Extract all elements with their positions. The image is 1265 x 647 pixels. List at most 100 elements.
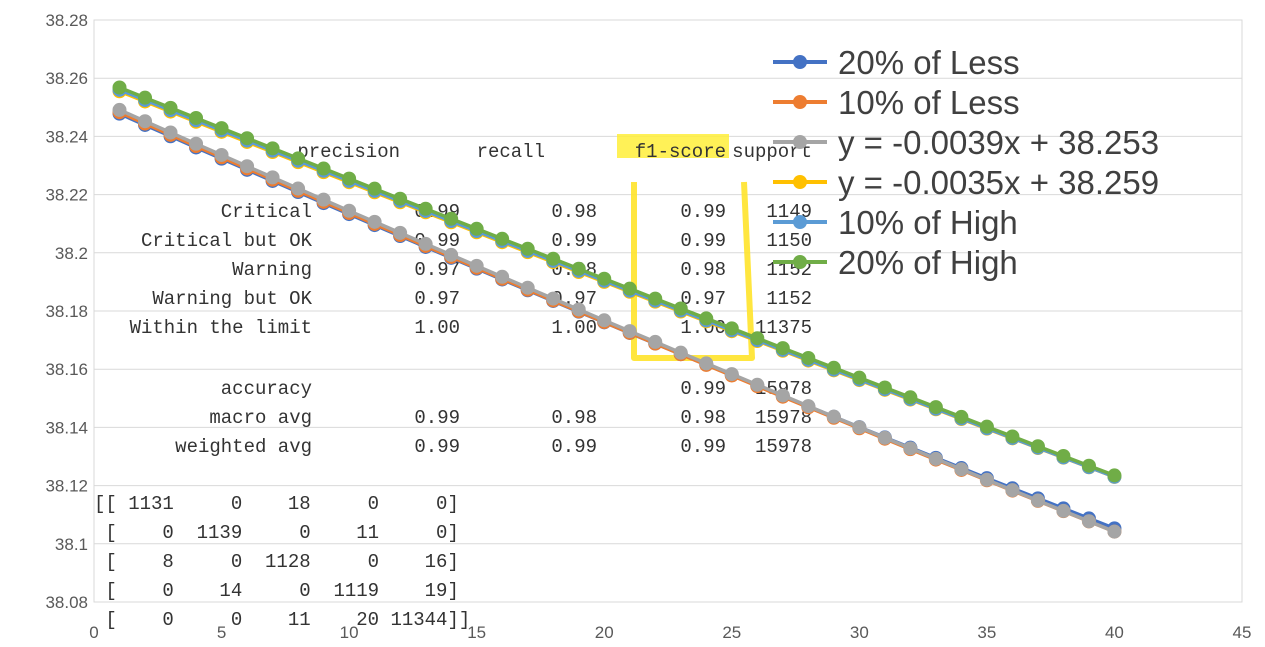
data-point — [929, 452, 942, 465]
y-tick-label: 38.22 — [45, 186, 88, 205]
report-cell: 0.98 — [551, 201, 597, 223]
legend-marker — [793, 55, 807, 69]
report-row-label: Critical but OK — [141, 230, 313, 252]
report-cell: 0.99 — [551, 436, 597, 458]
data-point — [725, 368, 738, 381]
data-point — [572, 262, 585, 275]
data-point — [164, 126, 177, 139]
report-row-label: Warning — [232, 259, 312, 281]
data-point — [470, 222, 483, 235]
x-tick-label: 10 — [340, 623, 359, 642]
data-point — [878, 381, 891, 394]
data-point — [547, 252, 560, 265]
data-point — [241, 132, 254, 145]
y-tick-label: 38.18 — [45, 302, 88, 321]
data-point — [343, 204, 356, 217]
data-point — [470, 259, 483, 272]
report-cell: 0.99 — [551, 230, 597, 252]
report-cell: 0.99 — [680, 230, 726, 252]
data-point — [623, 325, 636, 338]
confusion-matrix-row: [ 0 0 11 20 11344]] — [94, 609, 470, 631]
legend: 20% of Less10% of Lessy = -0.0039x + 38.… — [773, 44, 1159, 281]
data-point — [113, 103, 126, 116]
confusion-matrix-row: [ 0 1139 0 11 0] — [94, 522, 459, 544]
y-tick-label: 38.24 — [45, 127, 88, 146]
data-point — [725, 322, 738, 335]
data-point — [496, 270, 509, 283]
data-point — [1082, 459, 1095, 472]
classification-report-overlay: precision recall f1-score support Critical 0.… — [94, 134, 812, 631]
data-point — [1031, 440, 1044, 453]
report-cell: 1152 — [766, 288, 812, 310]
data-point — [980, 420, 993, 433]
data-point — [521, 242, 534, 255]
report-cell: 0.99 — [680, 201, 726, 223]
data-point — [521, 281, 534, 294]
confusion-matrix-row: [ 8 0 1128 0 16] — [94, 551, 459, 573]
data-point — [700, 357, 713, 370]
report-cell: 15978 — [755, 436, 812, 458]
report-header: f1-score — [635, 141, 726, 163]
data-point — [266, 171, 279, 184]
data-point — [649, 335, 662, 348]
x-tick-label: 20 — [595, 623, 614, 642]
report-cell: 1150 — [766, 230, 812, 252]
data-point — [598, 272, 611, 285]
data-point — [368, 182, 381, 195]
data-point — [368, 215, 381, 228]
data-point — [292, 152, 305, 165]
y-tick-label: 38.12 — [45, 477, 88, 496]
data-point — [190, 137, 203, 150]
report-cell: 0.98 — [551, 407, 597, 429]
data-point — [802, 400, 815, 413]
data-point — [139, 91, 152, 104]
data-point — [139, 115, 152, 128]
y-tick-label: 38.16 — [45, 360, 88, 379]
data-point — [649, 292, 662, 305]
legend-label: 10% of High — [838, 204, 1018, 241]
data-point — [215, 148, 228, 161]
data-point — [751, 378, 764, 391]
x-tick-label: 25 — [722, 623, 741, 642]
report-row-label: Critical — [221, 201, 312, 223]
data-point — [292, 182, 305, 195]
report-cell: 0.99 — [680, 436, 726, 458]
data-point — [955, 463, 968, 476]
report-row-label: Within the limit — [130, 317, 312, 339]
data-point — [1057, 449, 1070, 462]
legend-marker — [793, 135, 807, 149]
legend-label: 20% of Less — [838, 44, 1020, 81]
data-point — [980, 473, 993, 486]
data-point — [419, 237, 432, 250]
report-row-label: Warning but OK — [152, 288, 312, 310]
y-tick-label: 38.2 — [55, 244, 88, 263]
data-point — [164, 101, 177, 114]
data-point — [904, 442, 917, 455]
data-point — [904, 391, 917, 404]
data-point — [955, 410, 968, 423]
data-point — [394, 192, 407, 205]
data-point — [241, 160, 254, 173]
data-point — [1006, 484, 1019, 497]
data-point — [343, 172, 356, 185]
report-cell: 0.99 — [414, 407, 460, 429]
data-point — [1006, 430, 1019, 443]
data-point — [802, 351, 815, 364]
data-point — [317, 193, 330, 206]
data-point — [572, 303, 585, 316]
x-tick-label: 15 — [467, 623, 486, 642]
data-point — [1082, 515, 1095, 528]
data-point — [929, 401, 942, 414]
data-point — [394, 226, 407, 239]
data-point — [215, 122, 228, 135]
report-header: precision — [297, 141, 400, 163]
legend-marker — [793, 95, 807, 109]
data-point — [853, 421, 866, 434]
data-point — [776, 342, 789, 355]
y-tick-label: 38.26 — [45, 69, 88, 88]
x-tick-label: 5 — [217, 623, 226, 642]
data-point — [623, 282, 636, 295]
data-point — [751, 332, 764, 345]
data-point — [827, 410, 840, 423]
